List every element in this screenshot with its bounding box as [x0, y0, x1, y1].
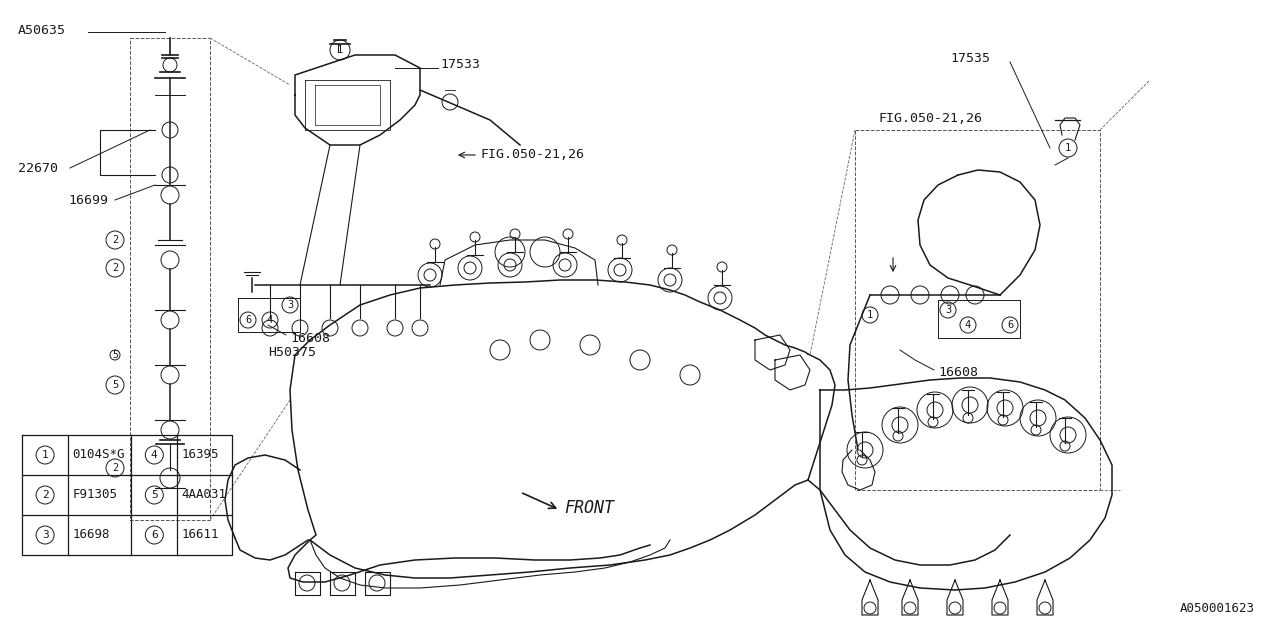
Text: 3: 3 [287, 300, 293, 310]
Text: 16608: 16608 [938, 365, 978, 378]
Text: 5: 5 [111, 380, 118, 390]
Text: 16699: 16699 [68, 193, 108, 207]
Text: 16608: 16608 [291, 332, 330, 344]
Text: 6: 6 [151, 530, 157, 540]
Text: 16698: 16698 [72, 529, 110, 541]
Text: 2: 2 [111, 463, 118, 473]
Text: 1: 1 [337, 45, 343, 55]
Text: 3: 3 [945, 305, 951, 315]
Text: 0104S*G: 0104S*G [72, 449, 124, 461]
Text: 3: 3 [42, 530, 49, 540]
Text: 17535: 17535 [950, 51, 989, 65]
Text: H50375: H50375 [268, 346, 316, 358]
Text: F91305: F91305 [72, 488, 118, 502]
Text: 6: 6 [244, 315, 251, 325]
Text: A50635: A50635 [18, 24, 67, 36]
Text: 4AA031: 4AA031 [182, 488, 227, 502]
Text: 4: 4 [965, 320, 972, 330]
Text: 22670: 22670 [18, 161, 58, 175]
Text: 1: 1 [42, 450, 49, 460]
Text: FIG.050-21,26: FIG.050-21,26 [480, 148, 584, 161]
Text: 17533: 17533 [440, 58, 480, 72]
Text: 5: 5 [113, 350, 118, 360]
Text: FIG.050-21,26: FIG.050-21,26 [878, 111, 982, 125]
Text: 4: 4 [151, 450, 157, 460]
Text: 2: 2 [42, 490, 49, 500]
Text: 5: 5 [151, 490, 157, 500]
Text: 16395: 16395 [182, 449, 219, 461]
Text: 1: 1 [867, 310, 873, 320]
Text: 4: 4 [266, 315, 273, 325]
Text: 1: 1 [1065, 143, 1071, 153]
Text: FRONT: FRONT [564, 499, 614, 517]
Text: 6: 6 [1007, 320, 1014, 330]
Text: 2: 2 [111, 235, 118, 245]
Text: 2: 2 [111, 263, 118, 273]
Text: 16611: 16611 [182, 529, 219, 541]
Text: A050001623: A050001623 [1180, 602, 1254, 615]
